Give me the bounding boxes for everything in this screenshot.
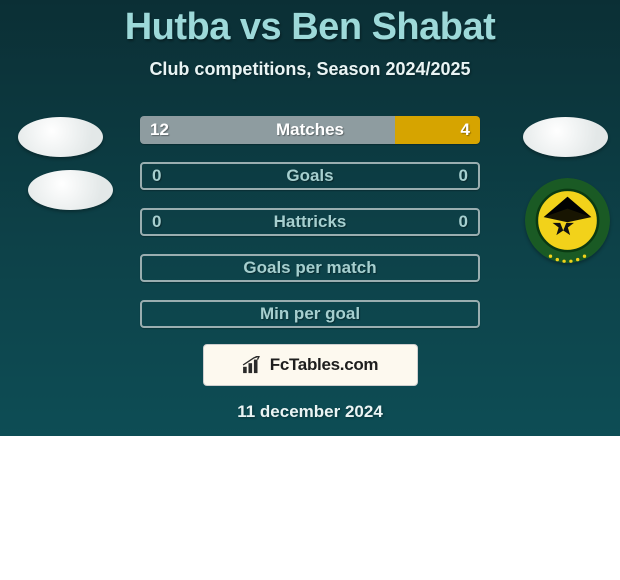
stat-left-value: 0 <box>142 210 171 234</box>
player-right-avatar <box>523 117 608 157</box>
stat-bar: Min per goal <box>140 300 480 328</box>
stat-left-value: 0 <box>142 164 171 188</box>
player-left-avatar-1 <box>18 117 103 157</box>
fctables-watermark: FcTables.com <box>203 344 418 386</box>
background-bottom <box>0 436 620 580</box>
stat-label: Goals per match <box>142 256 478 280</box>
player-left-avatar-2 <box>28 170 113 210</box>
bar-chart-icon <box>242 356 264 374</box>
stat-right-value: 0 <box>449 164 478 188</box>
stat-bar: Matches12 4 <box>140 116 480 144</box>
stat-bar: Goals0 0 <box>140 162 480 190</box>
stat-label: Goals <box>142 164 478 188</box>
stat-bar: Goals per match <box>140 254 480 282</box>
stat-right-value: 0 <box>449 210 478 234</box>
stat-right-value: 4 <box>451 116 480 144</box>
stat-label: Min per goal <box>142 302 478 326</box>
stat-left-value: 12 <box>140 116 179 144</box>
date-text: 11 december 2024 <box>0 402 620 422</box>
stat-label: Hattricks <box>142 210 478 234</box>
fctables-label: FcTables.com <box>270 355 379 375</box>
subtitle: Club competitions, Season 2024/2025 <box>0 59 620 80</box>
stat-bar: Hattricks0 0 <box>140 208 480 236</box>
page-title: Hutba vs Ben Shabat <box>0 0 620 49</box>
stat-label: Matches <box>140 116 480 144</box>
club-badge <box>525 178 610 263</box>
infographic-content: Hutba vs Ben Shabat Club competitions, S… <box>0 0 620 422</box>
